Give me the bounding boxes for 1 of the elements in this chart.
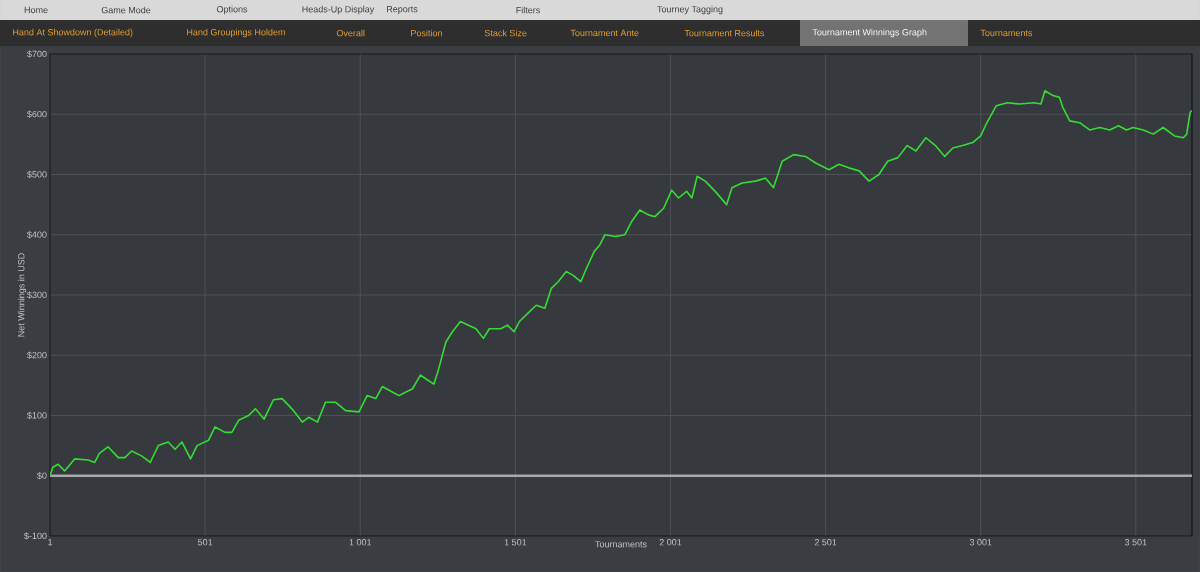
line-series bbox=[50, 89, 1192, 477]
